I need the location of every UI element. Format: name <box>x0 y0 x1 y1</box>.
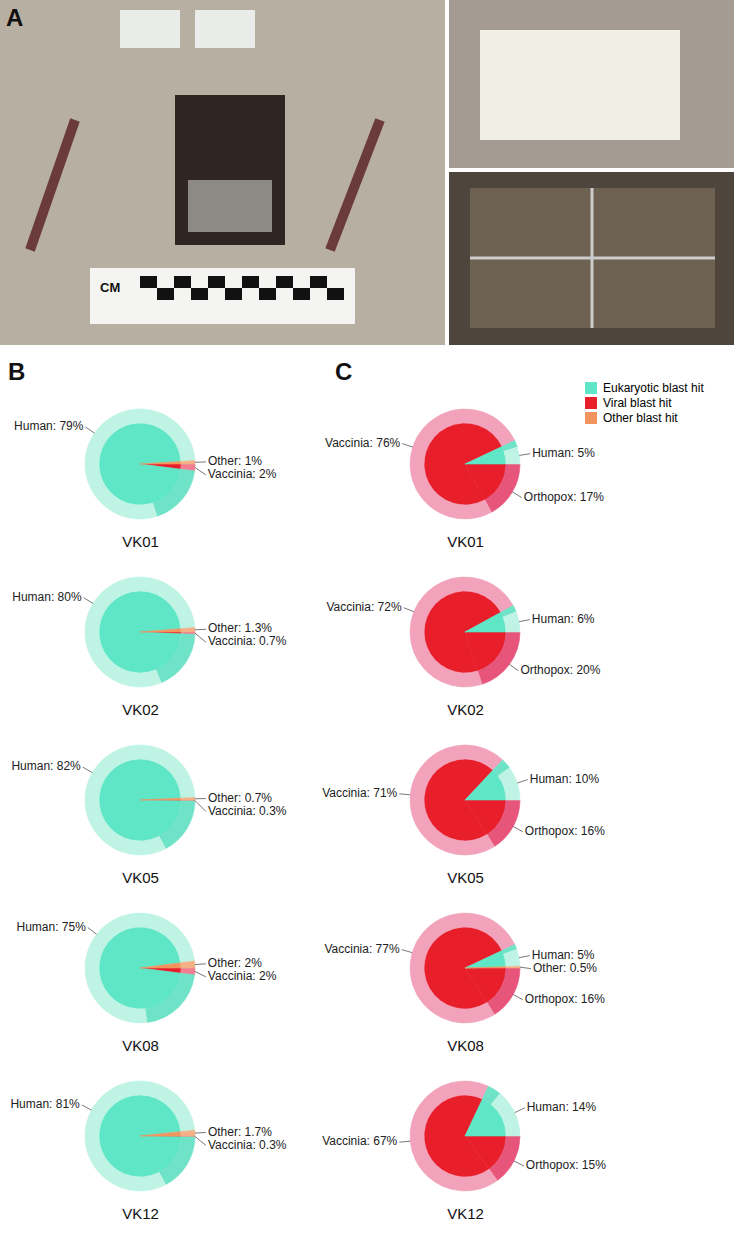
svg-text:Vaccinia: 0.3%: Vaccinia: 0.3% <box>208 804 287 818</box>
svg-text:VK08: VK08 <box>447 1037 484 1054</box>
svg-text:Other: 0.7%: Other: 0.7% <box>208 791 272 805</box>
svg-text:Vaccinia: 76%: Vaccinia: 76% <box>325 436 400 450</box>
svg-text:Other: 1%: Other: 1% <box>208 454 262 468</box>
svg-text:VK08: VK08 <box>122 1037 159 1054</box>
svg-text:Vaccinia: 77%: Vaccinia: 77% <box>324 942 399 956</box>
svg-text:Orthopox: 20%: Orthopox: 20% <box>520 663 600 677</box>
svg-text:Vaccinia: 2%: Vaccinia: 2% <box>208 467 277 481</box>
html-text:B: B <box>8 358 26 385</box>
svg-text:Human: 75%: Human: 75% <box>16 920 86 934</box>
svg-text:Other: 2%: Other: 2% <box>208 956 262 970</box>
svg-text:Human: 80%: Human: 80% <box>12 590 82 604</box>
svg-text:Other: 0.5%: Other: 0.5% <box>533 961 597 975</box>
svg-text:VK05: VK05 <box>447 869 484 886</box>
svg-text:Vaccinia: 71%: Vaccinia: 71% <box>322 786 397 800</box>
svg-text:Orthopox: 16%: Orthopox: 16% <box>525 824 605 838</box>
svg-text:Human: 14%: Human: 14% <box>527 1100 597 1114</box>
svg-text:VK12: VK12 <box>122 1205 159 1222</box>
svg-text:VK01: VK01 <box>122 533 159 550</box>
html-text:A: A <box>6 4 24 31</box>
svg-text:Orthopox: 16%: Orthopox: 16% <box>525 992 605 1006</box>
svg-text:Vaccinia: 72%: Vaccinia: 72% <box>326 600 401 614</box>
svg-text:Human: 5%: Human: 5% <box>532 446 595 460</box>
svg-text:VK12: VK12 <box>447 1205 484 1222</box>
svg-text:Vaccinia: 0.7%: Vaccinia: 0.7% <box>208 634 287 648</box>
html-text:Other blast hit: Other blast hit <box>603 410 678 425</box>
svg-text:Other: 1.7%: Other: 1.7% <box>208 1125 272 1139</box>
svg-text:Human: 10%: Human: 10% <box>530 772 600 786</box>
svg-text:VK02: VK02 <box>122 701 159 718</box>
svg-text:Orthopox: 15%: Orthopox: 15% <box>526 1158 606 1172</box>
html-text:Eukaryotic blast hit: Eukaryotic blast hit <box>603 380 704 395</box>
svg-text:Other: 1.3%: Other: 1.3% <box>208 621 272 635</box>
svg-text:Orthopox: 17%: Orthopox: 17% <box>524 490 604 504</box>
svg-text:Human: 82%: Human: 82% <box>11 759 81 773</box>
svg-text:Vaccinia: 67%: Vaccinia: 67% <box>322 1134 397 1148</box>
html-text:Viral blast hit: Viral blast hit <box>603 395 672 410</box>
svg-text:VK02: VK02 <box>447 701 484 718</box>
svg-text:Vaccinia: 2%: Vaccinia: 2% <box>208 969 277 983</box>
svg-text:Human: 6%: Human: 6% <box>532 612 595 626</box>
html-text:C: C <box>335 358 353 385</box>
svg-text:Human: 79%: Human: 79% <box>14 419 84 433</box>
svg-text:Vaccinia: 0.3%: Vaccinia: 0.3% <box>208 1138 287 1152</box>
svg-text:VK01: VK01 <box>447 533 484 550</box>
svg-text:VK05: VK05 <box>122 869 159 886</box>
svg-text:CM: CM <box>100 280 120 295</box>
svg-text:Human: 81%: Human: 81% <box>10 1097 80 1111</box>
svg-text:Human: 5%: Human: 5% <box>532 948 595 962</box>
